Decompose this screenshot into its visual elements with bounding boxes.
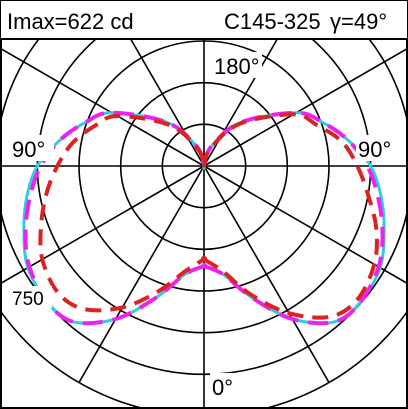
grid-spoke-8: [0, 47, 205, 167]
series-curve-1: [23, 110, 385, 326]
series-curve-2: [38, 112, 379, 320]
grid-spoke-1: [203, 165, 330, 383]
radial-tick-label: 750: [12, 289, 44, 310]
gamma-label: γ=49°: [330, 9, 387, 34]
label-bg-left: [10, 135, 54, 161]
curves: [22, 110, 386, 326]
tick-label-right: 90°: [358, 137, 391, 162]
tick-label-bottom: 0°: [212, 375, 233, 400]
grid-spoke-10: [0, 165, 205, 285]
header-band: [1, 1, 407, 39]
plane-label: C145-325: [224, 9, 321, 34]
grid-spoke-11: [78, 165, 205, 383]
tick-label-left: 90°: [12, 137, 45, 162]
grid-spoke-2: [203, 165, 408, 285]
label-bg-top: [212, 52, 262, 78]
tick-label-top: 180°: [214, 54, 260, 79]
imax-label: Imax=622 cd: [7, 9, 134, 34]
label-bg-radial: [10, 286, 52, 308]
label-bg-bottom: [210, 373, 240, 399]
label-bg-right: [356, 135, 400, 161]
grid-spoke-4: [203, 47, 408, 167]
